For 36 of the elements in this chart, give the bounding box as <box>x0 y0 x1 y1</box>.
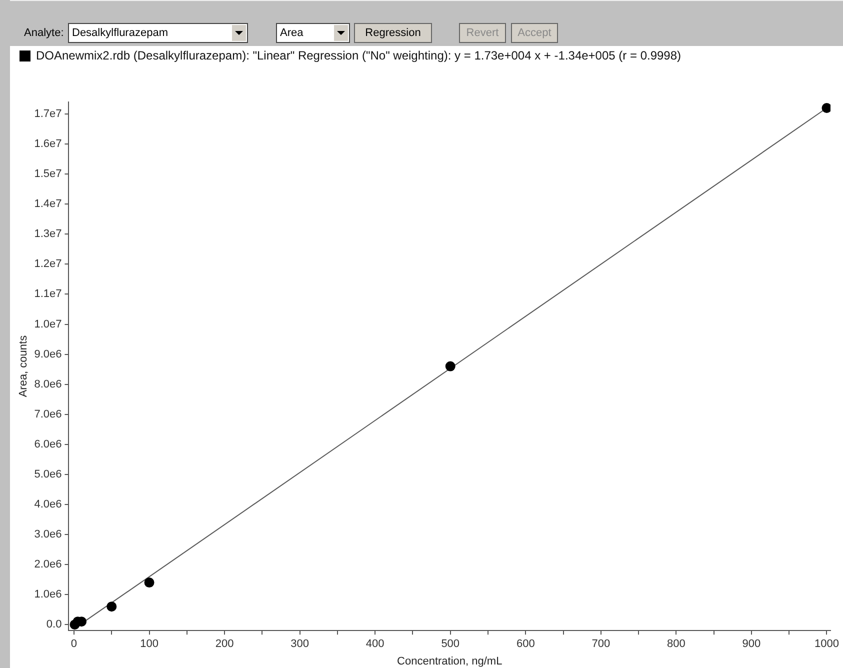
y-tick-label: 1.3e7 <box>34 228 62 240</box>
legend-label: DOAnewmix2.rdb (Desalkylflurazepam): "Linear" Regression ("No" weighting): y = 1.73e+004 x + -1.34e+005 (r = 0.9998) <box>36 48 682 62</box>
point <box>445 361 456 372</box>
y-tick-label: 7.0e6 <box>34 408 62 420</box>
x-tick-label: 500 <box>441 638 460 650</box>
x-tick-label: 100 <box>140 638 158 650</box>
x-tick-label: 300 <box>290 638 309 650</box>
y-tick-label: 1.5e7 <box>34 168 62 180</box>
y-tick-label: 1.1e7 <box>34 288 62 300</box>
x-tick-label: 200 <box>215 638 234 650</box>
point <box>144 578 154 588</box>
y-axis-title: Area, counts <box>18 334 30 398</box>
y-tick-label: 1.6e7 <box>34 138 62 150</box>
x-tick-label: 800 <box>667 638 686 650</box>
y-tick-label: 2.0e6 <box>34 558 62 571</box>
y-tick-label: 4.0e6 <box>34 498 62 510</box>
y-tick-label: 8.0e6 <box>34 378 62 390</box>
y-tick-label: 3.0e6 <box>34 528 62 541</box>
x-tick-label: 600 <box>516 638 535 650</box>
point <box>822 103 830 114</box>
y-tick-label: 1.0e6 <box>34 588 62 601</box>
y-tick-label: 5.0e6 <box>34 468 62 480</box>
point <box>106 602 117 612</box>
y-tick-label: 9.0e6 <box>34 348 62 360</box>
x-tick-label: 1000 <box>814 638 839 650</box>
y-tick-label: 1.4e7 <box>34 198 62 210</box>
x-tick-label: 400 <box>366 638 384 650</box>
y-tick-label: 6.0e6 <box>34 438 62 450</box>
x-axis-title: Concentration, ng/mL <box>397 655 502 668</box>
y-tick-label: 1.7e7 <box>34 108 62 120</box>
x-tick-label: 700 <box>592 638 610 650</box>
y-tick-label: 0.0 <box>46 618 62 631</box>
y-tick-label: 1.0e7 <box>34 318 62 330</box>
y-tick-label: 1.2e7 <box>34 258 62 270</box>
x-tick-label: 0 <box>70 638 78 650</box>
x-tick-label: 900 <box>742 638 761 650</box>
